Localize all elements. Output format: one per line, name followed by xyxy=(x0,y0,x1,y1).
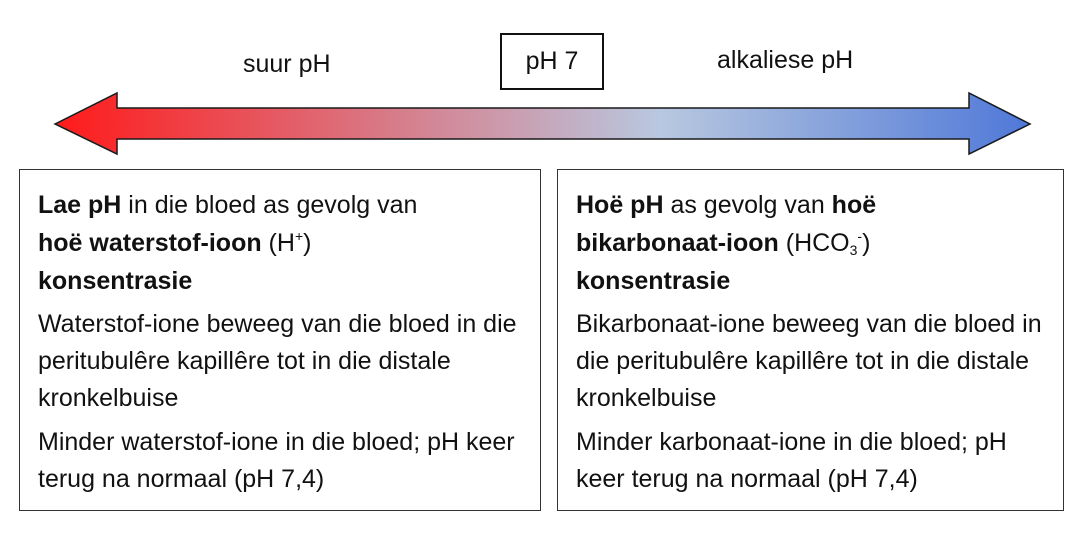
high-ph-paragraph-2: Minder karbonaat-ione in die bloed; pH k… xyxy=(576,428,1007,493)
hydrogen-charge: + xyxy=(294,228,304,244)
hydrogen-ion-formula: (H xyxy=(261,229,295,257)
high-bold: hoë xyxy=(831,191,877,219)
concentration-bold-right: konsentrasie xyxy=(576,267,731,295)
high-ph-heading: Hoë pH as gevolg van hoë bikarbonaat-ioon… xyxy=(576,186,1045,300)
high-ph-panel: Hoë pH as gevolg van hoë bikarbonaat-ioon… xyxy=(557,169,1064,511)
low-ph-panel: Lae pH in die bloed as gevolg van hoë wa… xyxy=(19,169,541,511)
acid-ph-label: suur pH xyxy=(243,50,331,78)
neutral-ph-box: pH 7 xyxy=(500,33,604,90)
bicarbonate-ion-bold: bikarbonaat-ioon xyxy=(576,229,779,257)
bicarbonate-charge: - xyxy=(857,228,863,244)
high-ph-heading-text: as gevolg van xyxy=(663,191,832,219)
double-headed-arrow xyxy=(53,91,1032,156)
alkaline-ph-label: alkaliese pH xyxy=(717,46,854,74)
bicarbonate-subscript: 3 xyxy=(849,242,858,258)
ph-scale-arrow xyxy=(53,91,1032,156)
low-ph-heading: Lae pH in die bloed as gevolg van hoë wa… xyxy=(38,186,522,300)
bicarbonate-formula: (HCO xyxy=(778,229,850,257)
high-ph-bold: Hoë pH xyxy=(576,191,664,219)
low-ph-paragraph-2: Minder waterstof-ione in die bloed; pH k… xyxy=(38,428,515,493)
concentration-bold: konsentrasie xyxy=(38,267,193,295)
hydrogen-close-paren: ) xyxy=(303,229,312,257)
high-ph-paragraph-1: Bikarbonaat-ione beweeg van die bloed in… xyxy=(576,310,1042,412)
low-ph-paragraph-1: Waterstof-ione beweeg van die bloed in d… xyxy=(38,310,517,412)
neutral-ph-label: pH 7 xyxy=(525,47,579,75)
bicarbonate-close-paren: ) xyxy=(862,229,871,257)
low-ph-bold: Lae pH xyxy=(38,191,122,219)
hydrogen-ion-bold: hoë waterstof-ioon xyxy=(38,229,262,257)
low-ph-heading-text: in die bloed as gevolg van xyxy=(121,191,418,219)
